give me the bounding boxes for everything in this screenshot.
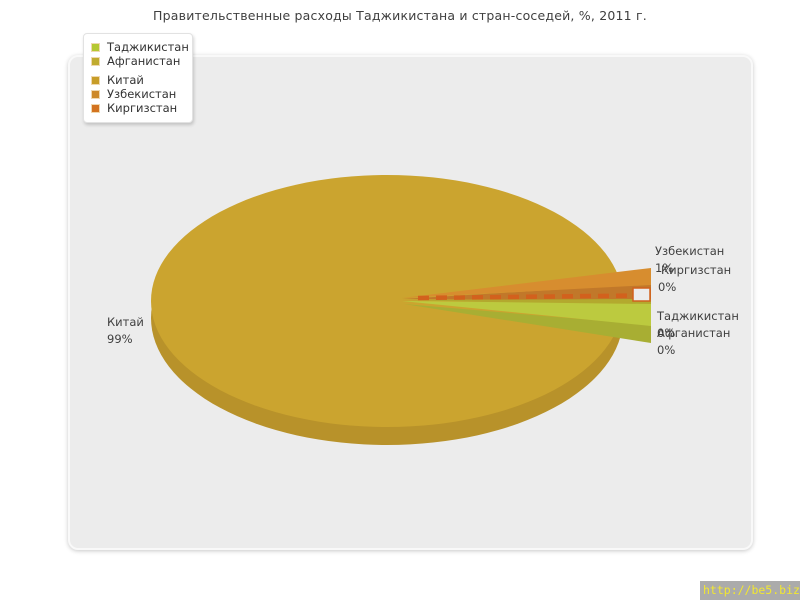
chart-title: Правительственные расходы Таджикистана и… (153, 8, 647, 23)
pie-slice-tajikistan-side[interactable] (404, 304, 651, 343)
label-tajikistan: Таджикистан 0% (657, 308, 739, 342)
legend-item-uzbekistan[interactable]: Узбекистан (91, 87, 184, 101)
slice-label-name: Китай (107, 315, 144, 329)
label-uzbekistan: Узбекистан 1% (655, 243, 724, 277)
legend-swatch-icon (91, 56, 100, 66)
legend-swatch-icon (91, 42, 100, 52)
pie-slice-kyrgyzstan[interactable] (417, 293, 642, 301)
slice-label-name: Афганистан (657, 326, 731, 340)
source-link[interactable]: http://be5.biz/ (700, 581, 800, 600)
legend-swatch-icon (91, 75, 100, 85)
pie-slice-kyrgyzstan-edge[interactable] (632, 287, 651, 302)
slice-label-pct: 0% (657, 326, 676, 340)
legend-item-afghanistan[interactable]: Афганистан (91, 54, 184, 68)
legend-item-tajikistan[interactable]: Таджикистан (91, 40, 189, 54)
label-china: Китай 99% (107, 314, 144, 348)
legend-item-china[interactable]: Китай (91, 73, 184, 87)
legend-item-kyrgyzstan[interactable]: Киргизстан (91, 101, 184, 115)
slice-label-name: Киргизстан (661, 263, 732, 277)
slice-label-pct: 99% (107, 332, 133, 346)
label-afghanistan: Афганистан 0% (657, 325, 730, 359)
legend-item-label: Киргизстан (107, 101, 178, 115)
legend-swatch-icon (91, 89, 100, 99)
label-kyrgyzstan: Киргизстан 0% (658, 262, 732, 296)
slice-label-name: Узбекистан (655, 244, 725, 258)
legend-item-label: Афганистан (107, 54, 181, 68)
pie-slice-uzbekistan[interactable] (402, 268, 651, 298)
legend: Таджикистан Афганистан Китай Узбекистан … (83, 33, 193, 123)
slice-label-pct: 1% (655, 261, 674, 275)
legend-item-label: Таджикистан (107, 40, 189, 54)
slice-label-pct: 0% (657, 343, 676, 357)
slice-label-pct: 0% (658, 280, 677, 294)
pie-slice-china[interactable] (151, 175, 623, 427)
legend-item-label: Узбекистан (107, 87, 177, 101)
pie-slice-tajikistan[interactable] (402, 301, 651, 326)
legend-item-label: Китай (107, 73, 144, 87)
legend-swatch-icon (91, 103, 100, 113)
slice-label-name: Таджикистан (657, 309, 739, 323)
